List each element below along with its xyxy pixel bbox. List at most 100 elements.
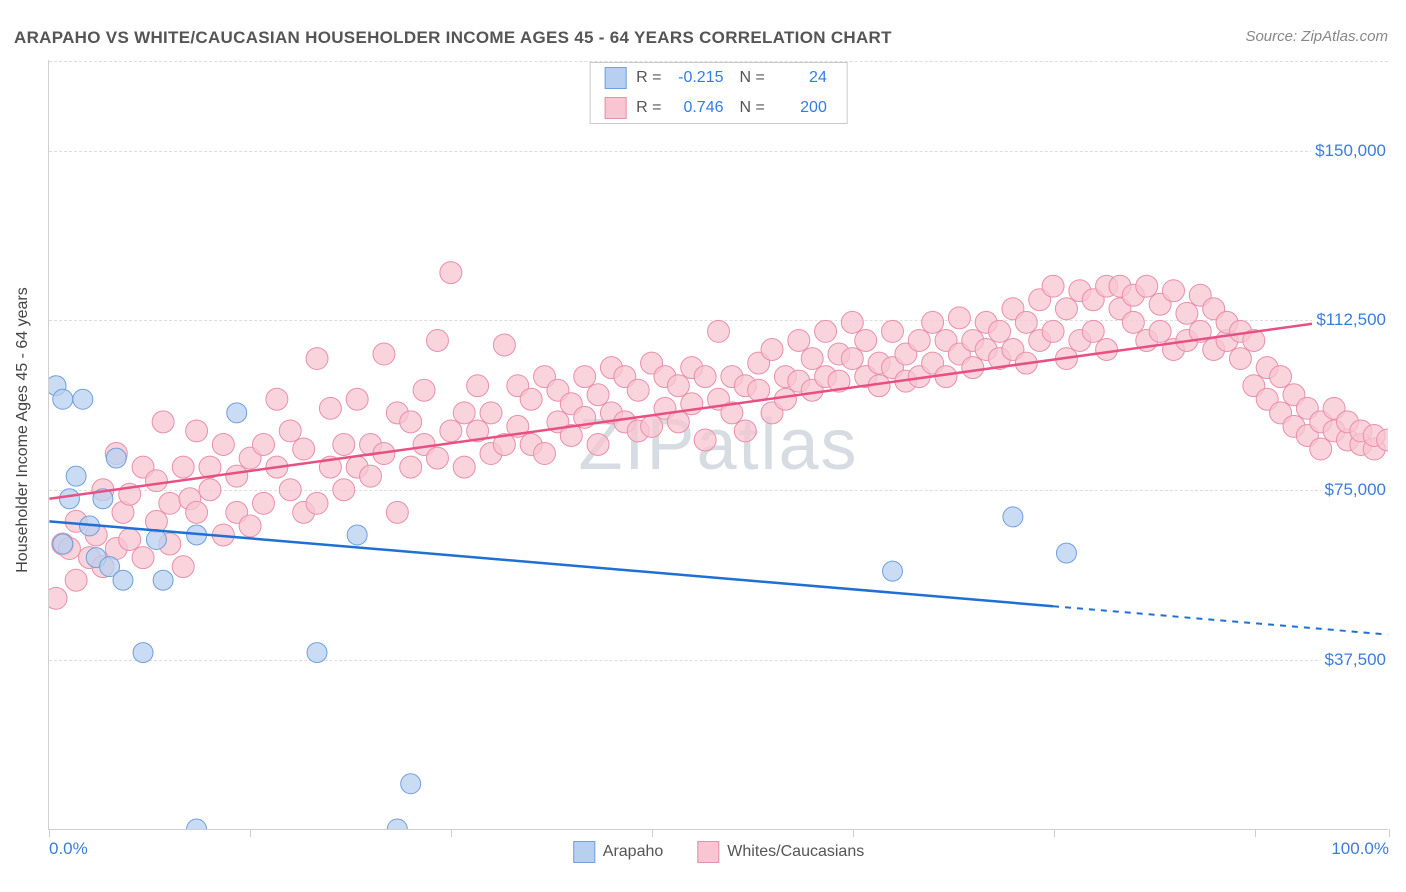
scatter-point-arapaho: [73, 389, 93, 409]
xtick-label: 100.0%: [1331, 839, 1389, 859]
scatter-point-arapaho: [387, 819, 407, 829]
scatter-point-whites/caucasians: [1270, 366, 1292, 388]
r-label: R =: [636, 69, 661, 87]
xtick: [1389, 829, 1390, 837]
scatter-point-whites/caucasians: [989, 320, 1011, 342]
scatter-point-whites/caucasians: [962, 357, 984, 379]
scatter-point-whites/caucasians: [761, 339, 783, 361]
scatter-point-whites/caucasians: [279, 420, 301, 442]
scatter-svg: [49, 60, 1388, 829]
r-value-whites: 0.746: [672, 99, 730, 117]
n-label: N =: [740, 99, 765, 117]
plot-area: ZIPatlas R = -0.215 N = 24 R = 0.746 N =…: [48, 60, 1388, 830]
scatter-point-whites/caucasians: [641, 415, 663, 437]
scatter-point-whites/caucasians: [333, 434, 355, 456]
scatter-point-whites/caucasians: [1055, 298, 1077, 320]
xtick: [250, 829, 251, 837]
scatter-point-whites/caucasians: [922, 311, 944, 333]
scatter-point-whites/caucasians: [948, 307, 970, 329]
scatter-point-whites/caucasians: [520, 388, 542, 410]
scatter-point-whites/caucasians: [1163, 280, 1185, 302]
xtick: [1054, 829, 1055, 837]
scatter-point-whites/caucasians: [346, 388, 368, 410]
scatter-point-whites/caucasians: [667, 375, 689, 397]
scatter-point-whites/caucasians: [453, 402, 475, 424]
correlation-legend: R = -0.215 N = 24 R = 0.746 N = 200: [589, 62, 848, 124]
scatter-point-whites/caucasians: [400, 411, 422, 433]
scatter-point-whites/caucasians: [841, 348, 863, 370]
scatter-point-whites/caucasians: [152, 411, 174, 433]
xtick-label: 0.0%: [49, 839, 88, 859]
legend-item-whites: Whites/Caucasians: [697, 841, 864, 863]
scatter-point-arapaho: [187, 819, 207, 829]
scatter-point-whites/caucasians: [788, 329, 810, 351]
ytick-label: $37,500: [1321, 650, 1390, 670]
scatter-point-whites/caucasians: [774, 388, 796, 410]
scatter-point-whites/caucasians: [266, 388, 288, 410]
scatter-point-arapaho: [1003, 507, 1023, 527]
trend-line: [49, 521, 1053, 606]
scatter-point-whites/caucasians: [881, 320, 903, 342]
scatter-point-whites/caucasians: [159, 492, 181, 514]
ytick-label: $150,000: [1311, 141, 1390, 161]
scatter-point-whites/caucasians: [855, 329, 877, 351]
scatter-point-arapaho: [53, 389, 73, 409]
scatter-point-whites/caucasians: [186, 501, 208, 523]
scatter-point-whites/caucasians: [1176, 302, 1198, 324]
scatter-point-arapaho: [133, 643, 153, 663]
r-value-arapaho: -0.215: [672, 69, 730, 87]
scatter-point-whites/caucasians: [400, 456, 422, 478]
n-label: N =: [740, 69, 765, 87]
swatch-whites-bottom: [697, 841, 719, 863]
scatter-point-whites/caucasians: [1042, 275, 1064, 297]
scatter-point-whites/caucasians: [186, 420, 208, 442]
ytick-label: $112,500: [1312, 310, 1390, 330]
scatter-point-whites/caucasians: [1136, 275, 1158, 297]
scatter-point-whites/caucasians: [1122, 311, 1144, 333]
chart-title: ARAPAHO VS WHITE/CAUCASIAN HOUSEHOLDER I…: [14, 28, 892, 48]
legend-row-arapaho: R = -0.215 N = 24: [590, 63, 847, 93]
scatter-point-whites/caucasians: [627, 379, 649, 401]
scatter-point-whites/caucasians: [1310, 438, 1332, 460]
scatter-point-whites/caucasians: [574, 366, 596, 388]
legend-item-arapaho: Arapaho: [573, 841, 664, 863]
scatter-point-whites/caucasians: [413, 379, 435, 401]
scatter-point-whites/caucasians: [145, 470, 167, 492]
scatter-point-whites/caucasians: [293, 438, 315, 460]
scatter-point-whites/caucasians: [212, 434, 234, 456]
scatter-point-arapaho: [227, 403, 247, 423]
swatch-whites: [604, 97, 626, 119]
scatter-point-arapaho: [106, 448, 126, 468]
scatter-point-whites/caucasians: [199, 479, 221, 501]
scatter-point-whites/caucasians: [373, 343, 395, 365]
scatter-point-whites/caucasians: [239, 515, 261, 537]
scatter-point-whites/caucasians: [1096, 339, 1118, 361]
n-value-arapaho: 24: [775, 69, 833, 87]
scatter-point-whites/caucasians: [226, 465, 248, 487]
scatter-point-whites/caucasians: [708, 320, 730, 342]
scatter-point-whites/caucasians: [453, 456, 475, 478]
scatter-point-whites/caucasians: [694, 429, 716, 451]
scatter-point-whites/caucasians: [279, 479, 301, 501]
legend-label-arapaho: Arapaho: [603, 843, 664, 861]
scatter-point-whites/caucasians: [694, 366, 716, 388]
scatter-point-arapaho: [882, 561, 902, 581]
scatter-point-arapaho: [66, 466, 86, 486]
scatter-point-whites/caucasians: [587, 434, 609, 456]
scatter-point-whites/caucasians: [480, 402, 502, 424]
legend-label-whites: Whites/Caucasians: [727, 843, 864, 861]
scatter-point-whites/caucasians: [333, 479, 355, 501]
source-attribution: Source: ZipAtlas.com: [1245, 28, 1388, 45]
scatter-point-arapaho: [1056, 543, 1076, 563]
xtick: [451, 829, 452, 837]
scatter-point-arapaho: [113, 570, 133, 590]
xtick: [652, 829, 653, 837]
scatter-point-whites/caucasians: [306, 348, 328, 370]
scatter-point-whites/caucasians: [440, 420, 462, 442]
n-value-whites: 200: [775, 99, 833, 117]
xtick: [49, 829, 50, 837]
scatter-point-whites/caucasians: [426, 329, 448, 351]
scatter-point-arapaho: [153, 570, 173, 590]
scatter-point-whites/caucasians: [1229, 348, 1251, 370]
scatter-point-whites/caucasians: [534, 443, 556, 465]
